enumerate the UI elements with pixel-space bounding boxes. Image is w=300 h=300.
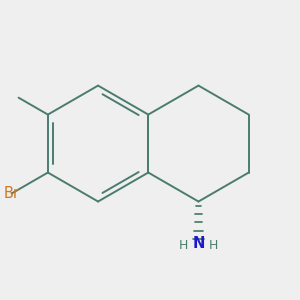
Text: H: H (209, 239, 218, 252)
Text: Br: Br (4, 186, 20, 201)
Text: H: H (178, 239, 188, 252)
Text: N: N (192, 236, 205, 251)
